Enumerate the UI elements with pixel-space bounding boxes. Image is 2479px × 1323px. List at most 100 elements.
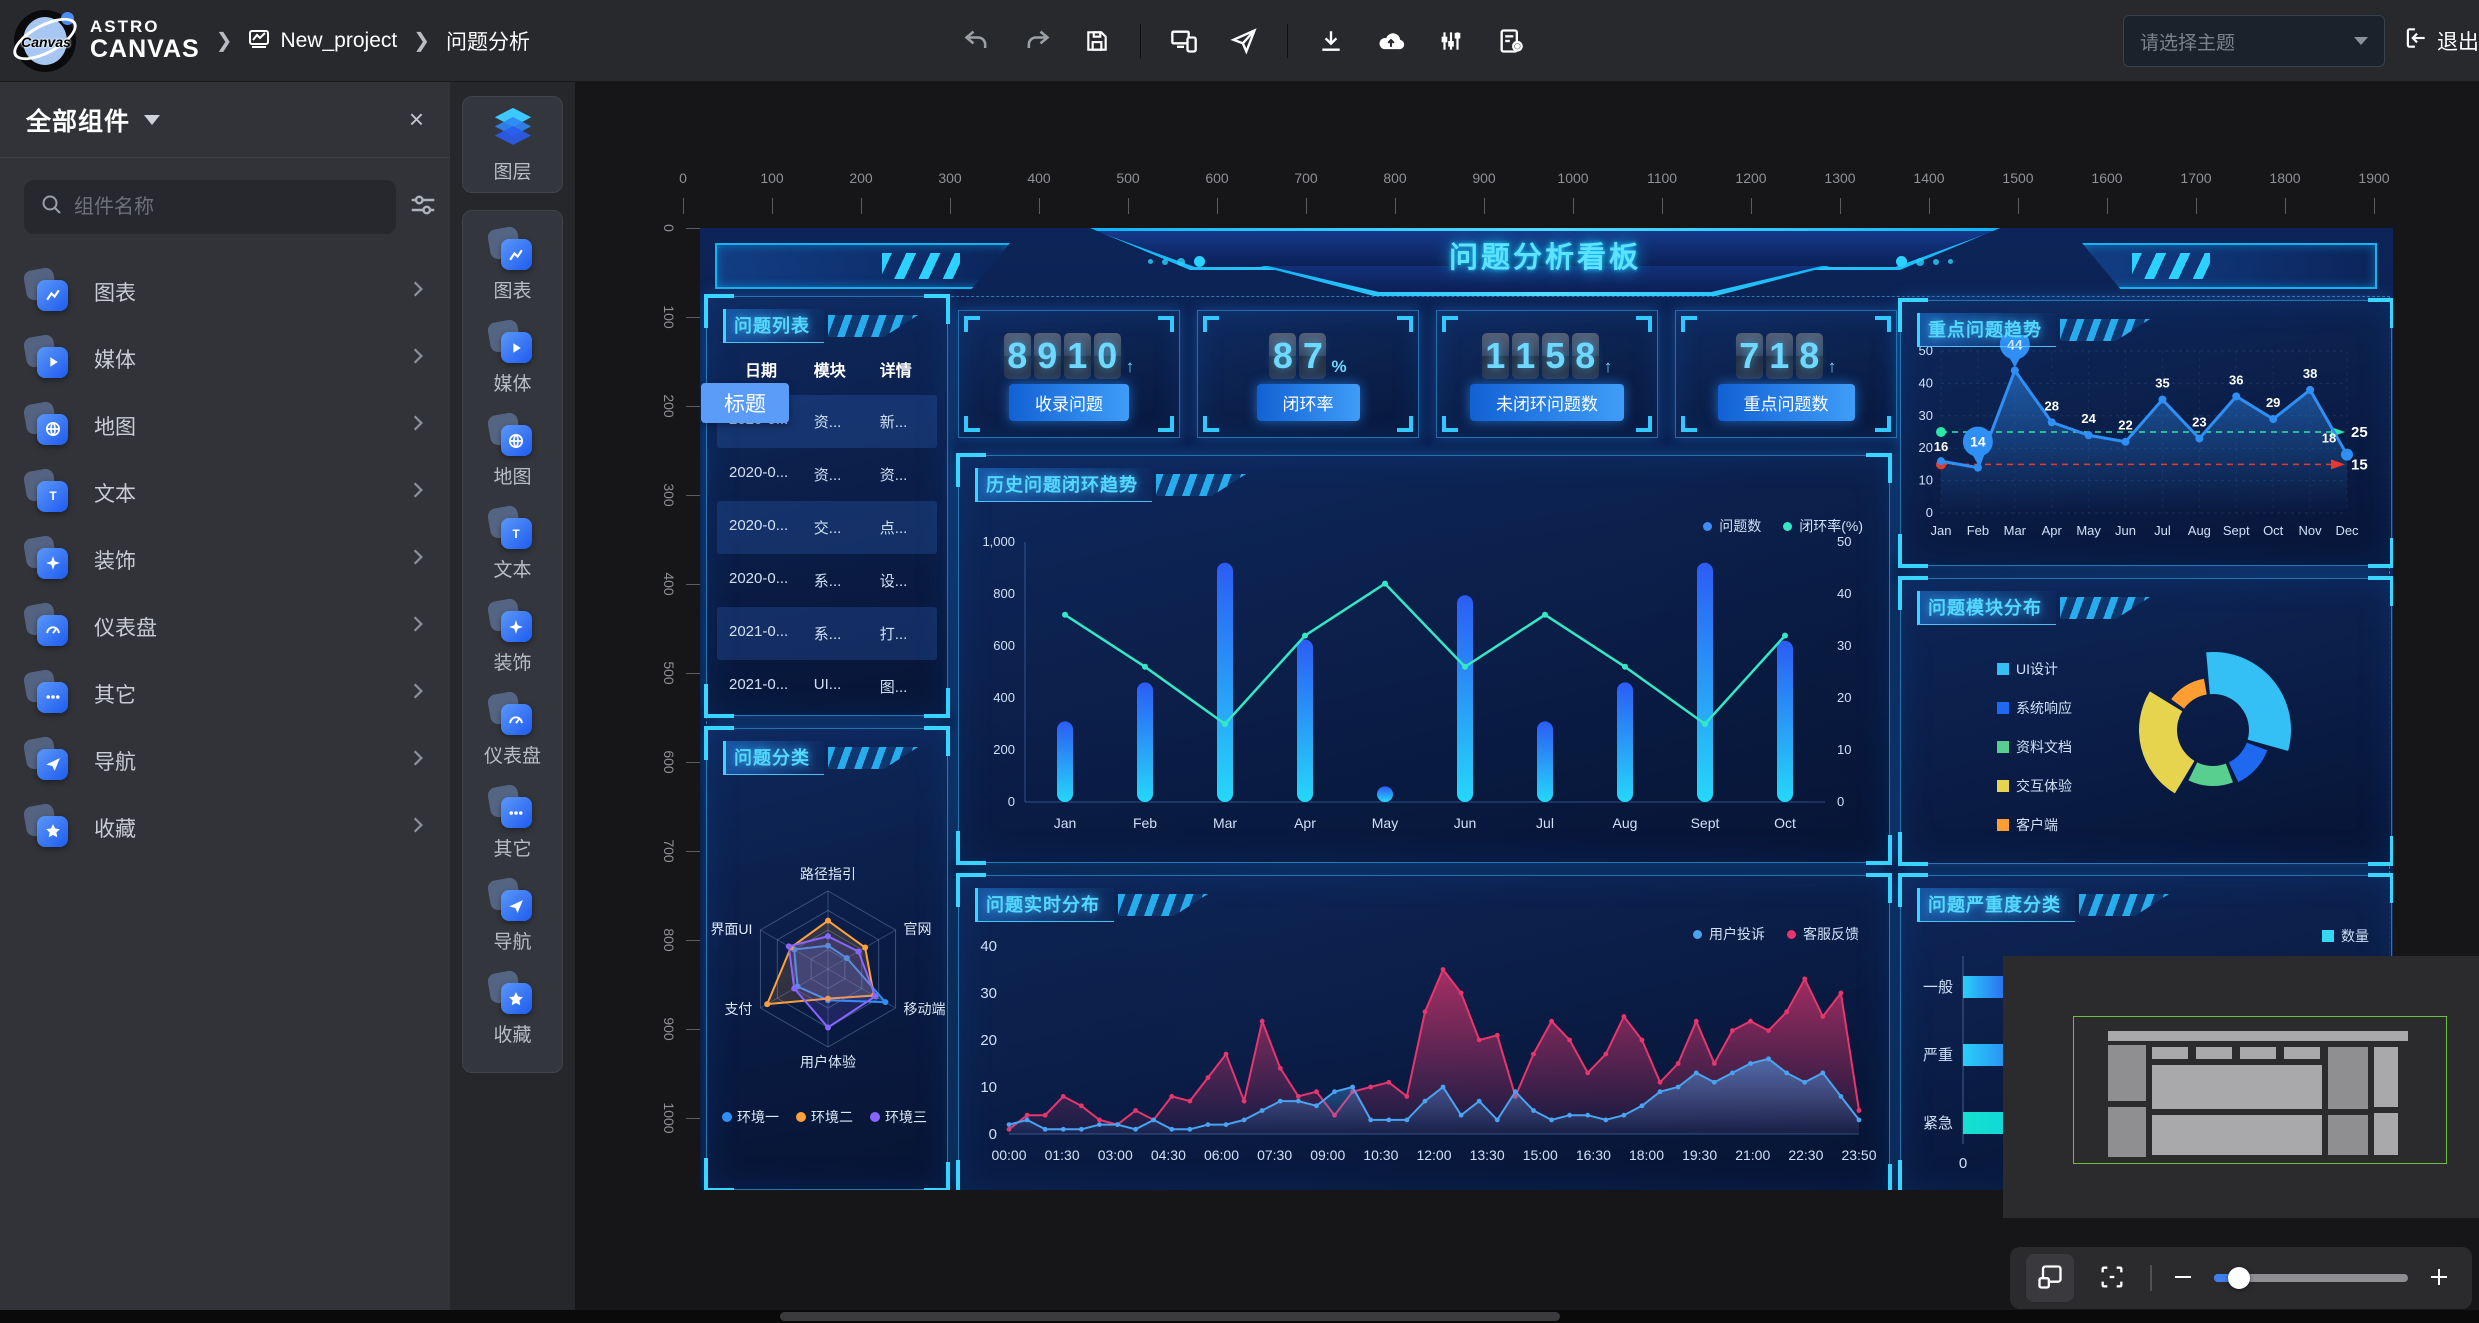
panel-realtime-distribution[interactable]: 问题实时分布 用户投诉 客服反馈 0 10 20 30 40 00:00 01:30 03:00… (956, 873, 1892, 1190)
rail-item-label: 地图 (493, 467, 532, 488)
chevron-right-icon (412, 347, 424, 370)
legend-item[interactable]: UI设计 (1997, 659, 2058, 679)
cloud-upload-button[interactable] (1374, 24, 1408, 58)
rail-item-layers[interactable]: 图层 (462, 96, 563, 193)
svg-text:紧急: 紧急 (1923, 1115, 1953, 1132)
components-panel-title[interactable]: 全部组件 (26, 107, 131, 136)
search-box[interactable] (24, 180, 396, 234)
rail-item-nav[interactable]: 导航 (463, 872, 562, 965)
breadcrumb-page[interactable]: 问题分析 (445, 30, 530, 54)
legend-item[interactable]: 交互体验 (1997, 776, 2072, 796)
filter-sliders-button[interactable] (1434, 24, 1468, 58)
rail-item-chart[interactable]: 图表 (463, 221, 562, 314)
kpi-card-3[interactable]: 1 1 5 8 ↑ 未闭环问题数 (1436, 310, 1658, 438)
chevron-down-icon (2354, 37, 2368, 45)
ruler-tick-label: 1300 (1824, 170, 1856, 186)
gauge-icon (486, 690, 532, 735)
search-input[interactable] (74, 195, 380, 219)
legend-item[interactable]: 闭环率(%) (1783, 516, 1863, 536)
sidebar-item-media[interactable]: 媒体 (0, 325, 450, 392)
rail-item-media[interactable]: 媒体 (463, 314, 562, 407)
sidebar-item-decoration[interactable]: 装饰 (0, 526, 450, 593)
ruler-tick (686, 673, 700, 674)
component-category-list: 图表媒体地图 T 文本 装饰 仪表盘 其它 导航 收藏 (0, 244, 450, 875)
panel-issue-category[interactable]: 问题分类 路径指引 官网 移动端 用户体验 支付 界面UI 环境一 环境二 环境三 (704, 726, 950, 1190)
minimap-viewport[interactable] (2073, 1016, 2447, 1164)
svg-text:官网: 官网 (904, 921, 932, 937)
ruler-tick (1395, 198, 1396, 214)
kpi-card-4[interactable]: 7 1 8 ↑ 重点问题数 (1675, 310, 1897, 438)
ruler-tick-label: 500 (661, 661, 677, 685)
sidebar-item-map[interactable]: 地图 (0, 392, 450, 459)
corner-bracket-icon (1636, 416, 1652, 432)
rail-item-text[interactable]: T 文本 (463, 500, 562, 593)
column-header: 详情 (879, 363, 912, 380)
rail-item-other[interactable]: 其它 (463, 779, 562, 872)
rail-item-map[interactable]: 地图 (463, 407, 562, 500)
download-button[interactable] (1314, 24, 1348, 58)
panel-history-trend[interactable]: 历史问题闭环趋势 问题数 闭环率(%) 0 200 400 600 800 1,000 0 10… (956, 453, 1892, 865)
kpi-card-1[interactable]: 8 9 1 0 ↑ 收录问题 (958, 310, 1180, 438)
rail-item-label: 导航 (493, 932, 532, 953)
legend-item[interactable]: 系统响应 (1997, 698, 2072, 718)
toolbar-divider (1287, 24, 1288, 58)
legend-item[interactable]: 客服反馈 (1787, 924, 1859, 944)
breadcrumb-project[interactable]: New_project (248, 28, 397, 53)
redo-button[interactable] (1020, 24, 1054, 58)
sidebar-item-chart[interactable]: 图表 (0, 258, 450, 325)
ruler-tick (2374, 198, 2375, 214)
chevron-right-icon (412, 548, 424, 571)
panel-module-distribution[interactable]: 问题模块分布 UI设计 系统响应 资料文档 交互体验 客户端 (1898, 576, 2393, 866)
preview-devices-button[interactable] (1167, 24, 1201, 58)
svg-text:20: 20 (980, 1032, 997, 1049)
svg-text:10: 10 (1837, 742, 1851, 757)
sidebar-item-favorite[interactable]: 收藏 (0, 794, 450, 861)
sidebar-item-gauge[interactable]: 仪表盘 (0, 593, 450, 660)
file-settings-button[interactable] (1494, 24, 1528, 58)
panel-issue-table[interactable]: 问题列表 标题 日期 模块 详情 2020-0... 资... 新... 2020-0...… (701, 294, 950, 718)
save-button[interactable] (1080, 24, 1114, 58)
dropdown-caret-icon[interactable] (144, 114, 161, 125)
sidebar-item-text[interactable]: T 文本 (0, 459, 450, 526)
dashboard-title[interactable]: 问题分析看板 (1448, 242, 1641, 274)
sidebar-item-other[interactable]: 其它 (0, 660, 450, 727)
design-canvas[interactable]: 0 100 200 300 400 500 600 700 800 900 1000 1100 1200… (575, 82, 2479, 1310)
kpi-label: 未闭环问题数 (1470, 384, 1624, 421)
ruler-tick-label: 400 (661, 572, 677, 596)
rail-item-decoration[interactable]: 装饰 (463, 593, 562, 686)
ruler-tick-label: 300 (938, 170, 962, 186)
close-panel-button[interactable]: × (408, 104, 424, 134)
sidebar-item-nav[interactable]: 导航 (0, 727, 450, 794)
undo-button[interactable] (960, 24, 994, 58)
legend-item[interactable]: 资料文档 (1997, 737, 2072, 757)
filter-sort-icon[interactable] (408, 190, 438, 225)
panel-key-issue-trend[interactable]: 重点问题趋势 251516144428242235233629381801020… (1898, 298, 2393, 568)
fit-screen-button[interactable] (2088, 1254, 2136, 1302)
svg-text:Sept: Sept (1691, 815, 1720, 831)
fit-screen-icon (2098, 1263, 2126, 1294)
scrollbar-thumb[interactable] (780, 1312, 1560, 1321)
zoom-slider[interactable] (2214, 1267, 2408, 1289)
kpi-card-2[interactable]: 8 7% 闭环率 (1197, 310, 1419, 438)
minimap-toggle-button[interactable] (2026, 1254, 2074, 1302)
legend-item[interactable]: 客户端 (1997, 815, 2058, 835)
zoom-in-button[interactable] (2422, 1254, 2456, 1302)
svg-text:Apr: Apr (1294, 815, 1316, 831)
category-label: 媒体 (94, 348, 136, 372)
ruler-tick (2018, 198, 2019, 214)
map-icon (486, 411, 532, 456)
horizontal-scrollbar[interactable] (0, 1310, 2479, 1323)
slash-stripes-icon (2060, 319, 2150, 341)
rail-item-gauge[interactable]: 仪表盘 (463, 686, 562, 779)
zoom-slider-handle[interactable] (2228, 1267, 2250, 1289)
exit-button[interactable]: 退出 (2403, 25, 2479, 57)
legend-item[interactable]: 用户投诉 (1693, 924, 1765, 944)
theme-select[interactable]: 请选择主题 (2123, 15, 2385, 67)
rail-item-favorite[interactable]: 收藏 (463, 965, 562, 1058)
zoom-out-button[interactable] (2166, 1254, 2200, 1302)
chevron-right-icon (412, 414, 424, 437)
canvas-logo-icon[interactable]: Canvas (7, 8, 83, 72)
legend-item[interactable]: 问题数 (1703, 516, 1761, 536)
svg-text:28: 28 (2044, 398, 2058, 413)
publish-button[interactable] (1227, 24, 1261, 58)
